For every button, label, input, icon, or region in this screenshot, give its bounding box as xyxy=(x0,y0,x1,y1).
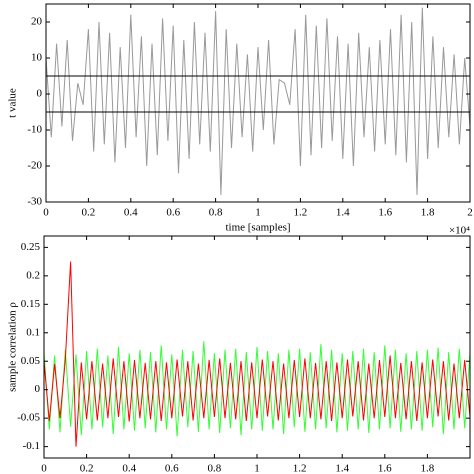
data-line xyxy=(43,341,471,437)
y-tick-label: 0.2 xyxy=(26,269,40,281)
x-axis-label: time [samples] xyxy=(225,222,290,234)
y-axis-label: sample correlation ρ xyxy=(7,302,19,392)
x-tick-label: 0.8 xyxy=(208,463,222,474)
y-tick-label: -0.05 xyxy=(17,412,40,424)
x-tick-label: 1.4 xyxy=(335,463,349,474)
data-line xyxy=(43,261,471,447)
x-tick-label: 1.4 xyxy=(336,207,350,219)
y-tick-label: 10 xyxy=(31,52,43,64)
y-tick-label: -20 xyxy=(27,160,42,172)
y-tick-label: -10 xyxy=(27,124,42,136)
x-tick-label: 0.2 xyxy=(80,463,94,474)
x-tick-label: 0.4 xyxy=(122,463,136,474)
y-tick-label: -0.1 xyxy=(23,440,40,452)
x-tick-label: 1.6 xyxy=(378,207,392,219)
y-tick-label: -30 xyxy=(27,196,42,208)
x-tick-label: 1.6 xyxy=(378,463,392,474)
data-line xyxy=(45,7,471,195)
x-tick-label: 1.2 xyxy=(294,207,308,219)
x-exponent-label: ×10⁴ xyxy=(449,225,470,237)
x-tick-label: 0 xyxy=(43,207,49,219)
x-tick-label: 0.4 xyxy=(124,207,138,219)
y-tick-label: 0 xyxy=(37,88,43,100)
y-tick-label: 0.15 xyxy=(21,298,41,310)
x-tick-label: 1.8 xyxy=(421,207,435,219)
x-tick-label: 1 xyxy=(254,463,260,474)
y-tick-label: 0.25 xyxy=(21,241,41,253)
x-tick-label: 0.6 xyxy=(165,463,179,474)
x-tick-label: 0.2 xyxy=(82,207,96,219)
x-tick-label: 1.8 xyxy=(421,463,435,474)
y-tick-label: 0.05 xyxy=(21,355,41,367)
x-tick-label: 0 xyxy=(41,463,47,474)
y-tick-label: 0.1 xyxy=(26,326,40,338)
x-tick-label: 0.8 xyxy=(209,207,223,219)
y-axis-label: t value xyxy=(7,88,19,118)
y-tick-label: 20 xyxy=(31,16,43,28)
x-tick-label: 2 xyxy=(467,207,473,219)
x-tick-label: 1 xyxy=(255,207,261,219)
x-tick-label: 0.6 xyxy=(166,207,180,219)
x-tick-label: 1.2 xyxy=(293,463,307,474)
y-tick-label: 0 xyxy=(35,383,41,395)
